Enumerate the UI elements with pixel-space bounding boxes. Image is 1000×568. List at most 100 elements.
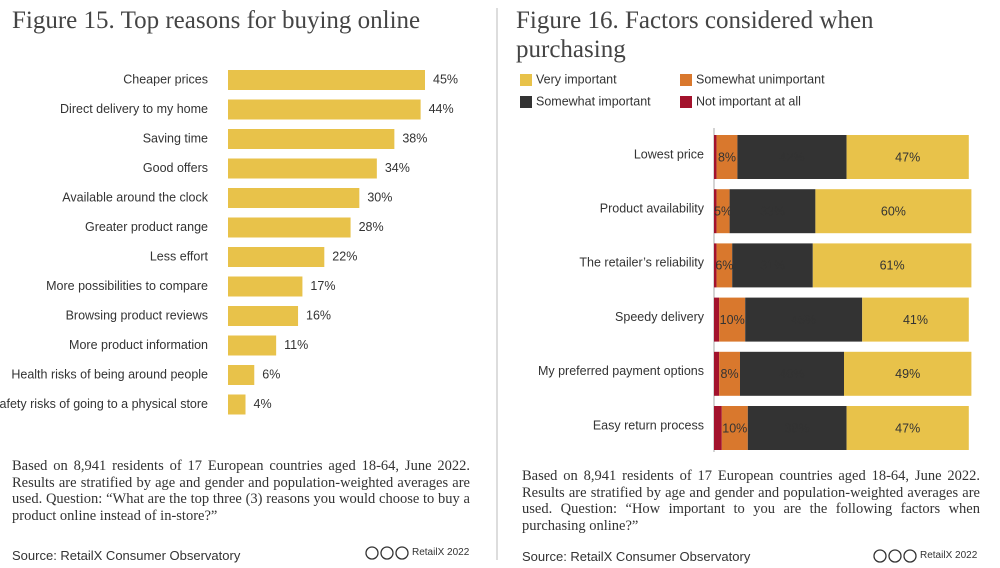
bar-segment — [714, 243, 717, 288]
category-label: My preferred payment options — [538, 364, 704, 378]
bar — [228, 335, 277, 356]
value-label: 10% — [720, 313, 745, 327]
credit: RetailX 2022 — [920, 550, 978, 561]
bar-segment — [714, 189, 717, 234]
bar-segment — [719, 351, 740, 396]
footnote: Based on 8,941 residents of 17 European … — [522, 468, 980, 534]
category-label: The retailer’s reliability — [579, 256, 704, 270]
category-label: Browsing product reviews — [66, 308, 208, 322]
bar-segment — [846, 406, 969, 450]
bar — [228, 158, 377, 179]
legend-label: Not important at all — [696, 94, 801, 108]
value-label: 45% — [433, 72, 458, 86]
value-label: 5% — [714, 204, 732, 218]
bar-segment — [740, 351, 844, 396]
bar — [228, 188, 360, 208]
bar — [228, 99, 421, 120]
value-label: 34% — [385, 161, 410, 175]
bar-segment — [747, 406, 847, 450]
legend-label: Very important — [536, 72, 617, 86]
category-label: Lowest price — [634, 147, 704, 161]
value-label: 47% — [895, 421, 920, 435]
value-label: 60% — [881, 204, 906, 218]
value-label: 40% — [779, 367, 804, 381]
category-label: Good offers — [143, 161, 208, 175]
legend-swatch — [520, 74, 532, 86]
bar-segment — [862, 297, 969, 342]
footnote: Based on 8,941 residents of 17 European … — [12, 458, 470, 524]
bar-segment — [721, 406, 748, 450]
bar-segment — [812, 243, 972, 288]
source: Source: RetailX Consumer Observatory — [12, 548, 241, 563]
value-label: 38% — [402, 131, 427, 145]
category-label: Safety risks of going to a physical stor… — [0, 397, 208, 411]
bar-segment — [714, 135, 717, 179]
value-label: 10% — [722, 421, 747, 435]
bar — [228, 247, 325, 267]
bar — [228, 70, 425, 90]
bar — [228, 276, 303, 297]
license-icons — [365, 546, 917, 563]
source: Source: RetailX Consumer Observatory — [522, 549, 751, 564]
value-label: 6% — [262, 367, 280, 381]
value-label: 17% — [310, 279, 335, 293]
value-label: 4% — [254, 397, 272, 411]
value-label: 49% — [895, 367, 920, 381]
category-label: Available around the clock — [62, 190, 208, 204]
category-label: Saving time — [143, 131, 208, 145]
value-label: 30% — [367, 190, 392, 204]
category-label: Product availability — [600, 201, 705, 215]
chart-title: Figure 16. Factors considered when purch… — [516, 7, 874, 63]
value-label: 28% — [359, 220, 384, 234]
value-label: 44% — [429, 102, 454, 116]
credit: RetailX 2022 — [412, 547, 470, 558]
value-label: 8% — [718, 150, 736, 164]
legend-swatch — [680, 74, 692, 86]
bar-segment — [716, 189, 730, 234]
value-label: 8% — [721, 367, 739, 381]
category-label: More product information — [69, 338, 208, 352]
legend-label: Somewhat important — [536, 94, 651, 108]
category-label: Easy return process — [593, 418, 704, 432]
bar-segment — [716, 135, 738, 179]
bar-segment — [729, 189, 816, 234]
bar-segment — [719, 297, 746, 342]
bar — [228, 306, 299, 326]
value-label: 22% — [332, 249, 357, 263]
value-label: 47% — [895, 150, 920, 164]
bar-segment — [732, 243, 813, 288]
bar-segment — [745, 297, 863, 342]
value-label: 45% — [791, 313, 816, 327]
category-label: Cheaper prices — [123, 72, 208, 86]
legend-swatch — [520, 96, 532, 108]
bar — [228, 394, 246, 415]
value-label: 31% — [760, 259, 785, 273]
bar-segment — [846, 135, 969, 179]
category-label: Greater product range — [85, 220, 208, 234]
bar-segment — [714, 406, 722, 450]
value-label: 11% — [284, 338, 308, 352]
bar-segment — [815, 189, 972, 234]
legend-label: Somewhat unimportant — [696, 72, 825, 86]
bar-segment — [714, 297, 720, 342]
chart-title: Figure 15. Top reasons for buying online — [12, 7, 421, 34]
bar-segment — [716, 243, 733, 288]
value-label: 61% — [880, 259, 905, 273]
category-label: Direct delivery to my home — [60, 102, 208, 116]
value-label: 16% — [306, 308, 331, 322]
category-label: More possibilities to compare — [46, 279, 208, 293]
bar — [228, 365, 255, 385]
category-label: Speedy delivery — [615, 310, 705, 324]
value-label: 41% — [903, 313, 928, 327]
value-label: 38% — [785, 421, 810, 435]
value-label: 33% — [760, 204, 785, 218]
legend-swatch — [680, 96, 692, 108]
bar — [228, 217, 351, 238]
value-label: 6% — [715, 259, 733, 273]
bar-segment — [844, 351, 972, 396]
bar-segment — [737, 135, 847, 179]
value-label: 42% — [779, 150, 804, 164]
bar-segment — [714, 351, 720, 396]
